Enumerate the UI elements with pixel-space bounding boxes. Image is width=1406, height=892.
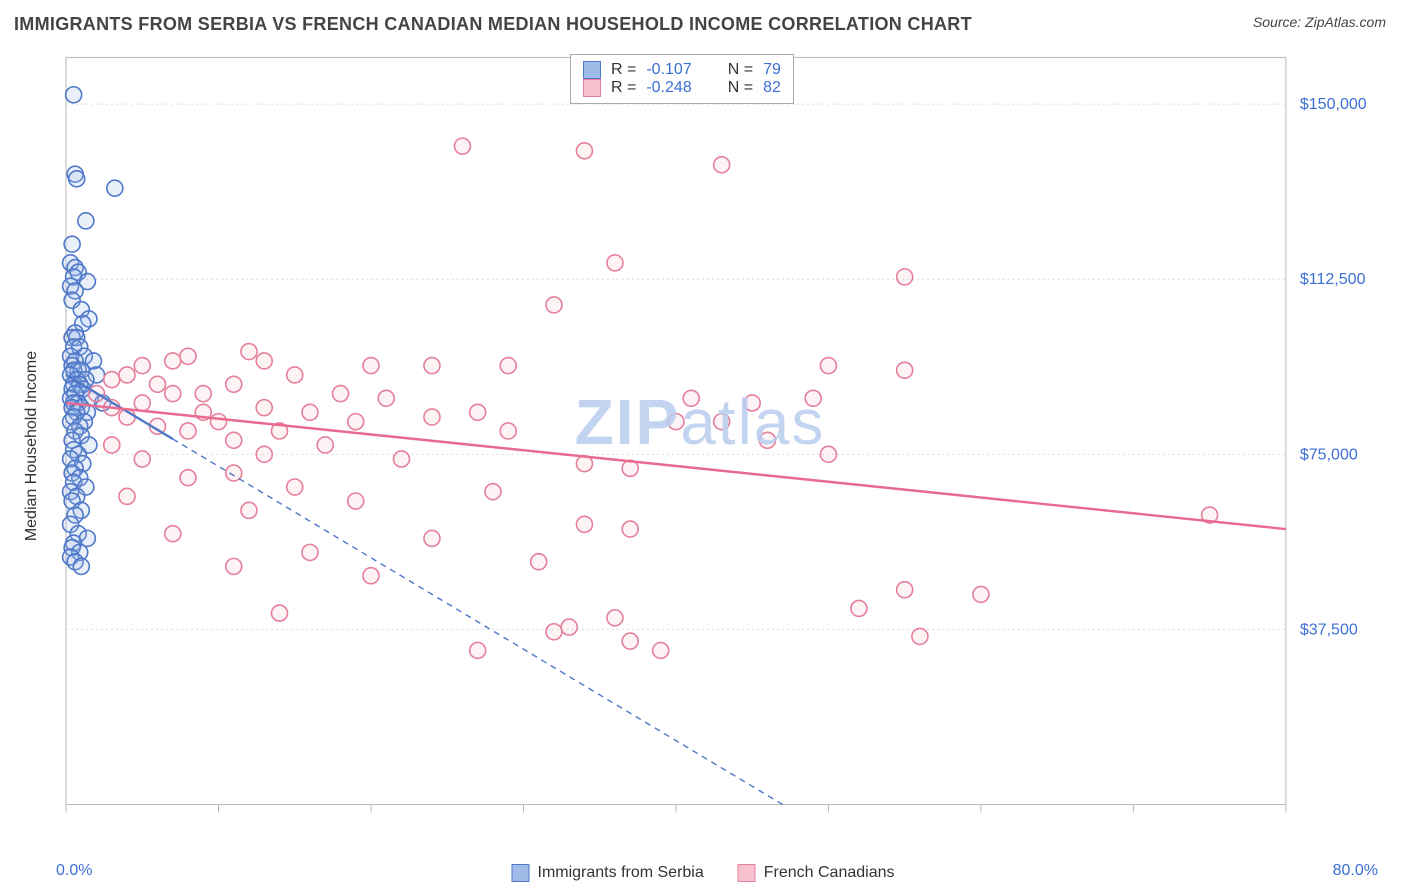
legend-label: Immigrants from Serbia (537, 864, 703, 882)
source-attribution: Source: ZipAtlas.com (1253, 14, 1386, 30)
stat-r-value: -0.248 (646, 79, 691, 97)
legend: Immigrants from Serbia French Canadians (511, 864, 894, 882)
legend-item: French Canadians (738, 864, 895, 882)
svg-text:$112,500: $112,500 (1300, 270, 1366, 288)
x-axis-min-label: 0.0% (56, 862, 92, 880)
stat-row: R = -0.248 N = 82 (583, 79, 781, 97)
stat-n-label: N = (728, 61, 753, 79)
stat-n-value: 79 (763, 61, 781, 79)
stat-row: R = -0.107 N = 79 (583, 61, 781, 79)
correlation-stats-box: R = -0.107 N = 79 R = -0.248 N = 82 (570, 54, 794, 104)
svg-text:$75,000: $75,000 (1300, 445, 1358, 463)
stat-n-value: 82 (763, 79, 781, 97)
y-axis-label: Median Household Income (23, 351, 41, 541)
svg-text:$150,000: $150,000 (1300, 95, 1367, 113)
stat-r-label: R = (611, 61, 636, 79)
svg-text:$37,500: $37,500 (1300, 620, 1358, 638)
stat-r-label: R = (611, 79, 636, 97)
legend-swatch (511, 864, 529, 882)
chart-title: IMMIGRANTS FROM SERBIA VS FRENCH CANADIA… (14, 14, 972, 35)
stat-n-label: N = (728, 79, 753, 97)
legend-item: Immigrants from Serbia (511, 864, 703, 882)
x-axis-max-label: 80.0% (1333, 862, 1378, 880)
plot-area: Median Household Income $37,500 $75,000 $1… (14, 46, 1386, 846)
scatter-plot: $37,500 $75,000 $112,500 $150,000 (54, 46, 1386, 846)
legend-label: French Canadians (764, 864, 895, 882)
stat-swatch (583, 79, 601, 97)
legend-swatch (738, 864, 756, 882)
stat-swatch (583, 61, 601, 79)
stat-r-value: -0.107 (646, 61, 691, 79)
